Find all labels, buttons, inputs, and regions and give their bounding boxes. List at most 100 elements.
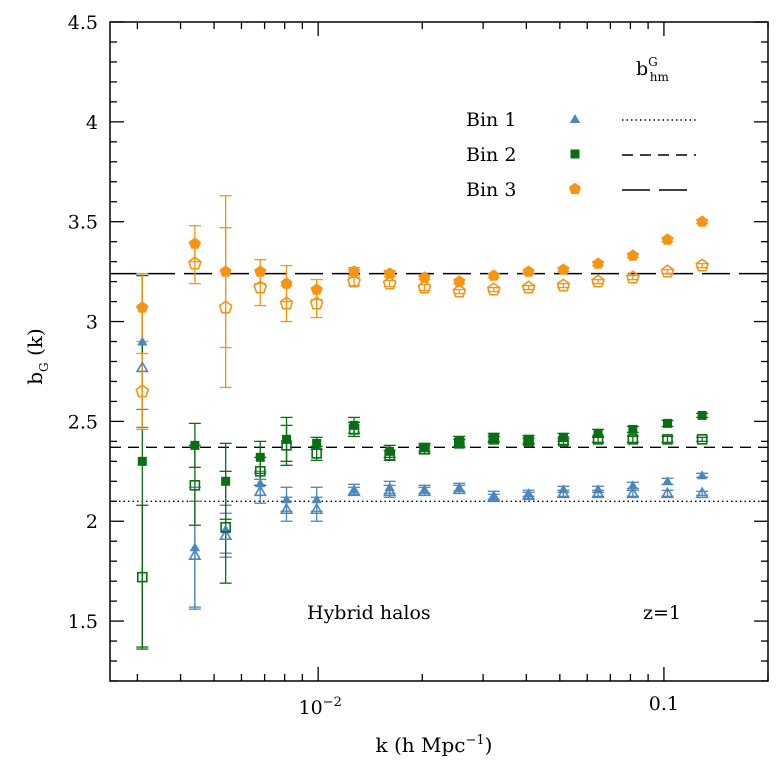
data-markers <box>135 215 710 583</box>
open-pentagon-point <box>556 278 571 292</box>
filled-triangle-point <box>592 484 604 494</box>
axis-ticks <box>110 21 769 682</box>
open-pentagon-point <box>347 274 361 288</box>
x-axis-label-base: k (h Mpc <box>376 733 466 757</box>
open-pentagon-point <box>625 270 640 284</box>
open-pentagon-point <box>486 282 501 296</box>
y-axis-label-tail: (k) <box>23 328 47 362</box>
axis-labels: k (h Mpc−1) bG (k) <box>23 328 492 757</box>
open-pentagon-point <box>660 264 675 278</box>
filled-square-point <box>255 452 265 462</box>
filled-triangle-point <box>662 476 673 486</box>
filled-triangle-point <box>281 494 292 504</box>
y-tick-label: 2.5 <box>68 411 98 433</box>
legend-marker <box>569 182 581 195</box>
filled-pentagon-point <box>487 269 500 281</box>
y-tick-label: 3.5 <box>68 212 98 234</box>
filled-square-point <box>349 420 359 430</box>
filled-triangle-point <box>311 494 322 504</box>
open-square-point <box>189 479 201 491</box>
filled-triangle-point <box>488 490 499 500</box>
filled-square-point <box>221 476 231 486</box>
filled-triangle-point <box>523 488 534 498</box>
legend-header-base: b <box>636 58 648 80</box>
y-axis-label-base: b <box>23 372 47 385</box>
filled-triangle-point <box>189 542 201 552</box>
filled-square-point <box>312 438 322 448</box>
open-pentagon-point <box>695 258 710 272</box>
x-tick-label-exp: −2 <box>323 695 342 710</box>
legend: bG hm Bin 1 Bin 2 Bin 3 <box>466 55 696 201</box>
open-square-point <box>696 434 708 445</box>
filled-pentagon-point <box>592 257 605 269</box>
filled-square-point <box>593 428 603 438</box>
legend-label: Bin 3 <box>466 179 516 201</box>
filled-pentagon-point <box>557 263 570 275</box>
filled-pentagon-point <box>696 215 709 227</box>
y-tick-label: 1.5 <box>68 611 98 633</box>
filled-pentagon-point <box>348 265 361 277</box>
filled-square-point <box>454 436 464 446</box>
filled-pentagon-point <box>522 265 535 277</box>
x-axis-label: k (h Mpc−1) <box>376 733 493 757</box>
filled-pentagon-point <box>219 265 232 277</box>
filled-square-point <box>385 446 395 456</box>
filled-triangle-point <box>137 336 148 346</box>
legend-header: bG hm <box>636 55 669 84</box>
open-triangle-point <box>626 486 640 499</box>
open-pentagon-point <box>452 284 467 298</box>
legend-marker <box>569 114 581 123</box>
open-triangle-point <box>279 502 294 515</box>
open-triangle-point <box>253 484 267 497</box>
y-axis-label: bG (k) <box>23 328 51 385</box>
filled-square-point <box>524 434 534 444</box>
legend-header-sup: G <box>648 55 658 69</box>
filled-triangle-point <box>419 484 430 494</box>
tick-labels: 1.5 2 2.5 3 3.5 4 4.5 10−2 0.1 <box>68 12 679 719</box>
open-square-point <box>627 434 639 445</box>
filled-square-point <box>419 442 429 452</box>
open-triangle-point <box>695 486 709 499</box>
y-tick-label: 3 <box>86 312 98 334</box>
open-square-point <box>662 434 673 445</box>
legend-label: Bin 2 <box>466 144 516 166</box>
open-triangle-point <box>660 486 675 499</box>
open-pentagon-point <box>253 280 268 294</box>
x-tick-label: 10−2 <box>298 695 341 719</box>
open-square-point <box>254 466 266 477</box>
annotations: Hybrid halos z=1 <box>307 602 681 624</box>
open-pentagon-point <box>309 296 324 310</box>
y-tick-label: 4.5 <box>68 12 98 34</box>
filled-pentagon-point <box>418 271 431 283</box>
filled-square-point <box>697 410 707 420</box>
y-axis-label-sub: G <box>37 362 51 372</box>
open-pentagon-point <box>382 276 397 290</box>
filled-pentagon-point <box>254 265 267 277</box>
filled-square-point <box>137 456 147 466</box>
open-square-point <box>220 521 231 533</box>
plot-frame <box>109 21 769 682</box>
filled-pentagon-point <box>453 275 466 287</box>
open-triangle-point <box>310 502 324 515</box>
error-bars <box>136 195 709 650</box>
filled-square-point <box>282 434 292 444</box>
filled-square-point <box>489 432 499 442</box>
filled-triangle-point <box>558 484 569 494</box>
open-pentagon-point <box>279 296 294 310</box>
b-hm-reference-lines <box>110 272 768 502</box>
y-axis-label-group: bG (k) <box>23 328 51 385</box>
filled-square-point <box>190 440 200 450</box>
x-axis-label-exp: −1 <box>466 733 485 748</box>
filled-triangle-point <box>348 484 360 494</box>
filled-pentagon-point <box>626 249 639 261</box>
filled-triangle-point <box>627 480 639 490</box>
open-triangle-point <box>135 360 149 373</box>
open-pentagon-point <box>521 280 536 294</box>
open-pentagon-point <box>417 280 432 294</box>
y-tick-label: 2 <box>86 511 98 533</box>
filled-square-point <box>558 432 568 442</box>
open-square-point <box>311 448 322 459</box>
filled-square-point <box>662 418 672 428</box>
filled-triangle-point <box>696 470 708 480</box>
